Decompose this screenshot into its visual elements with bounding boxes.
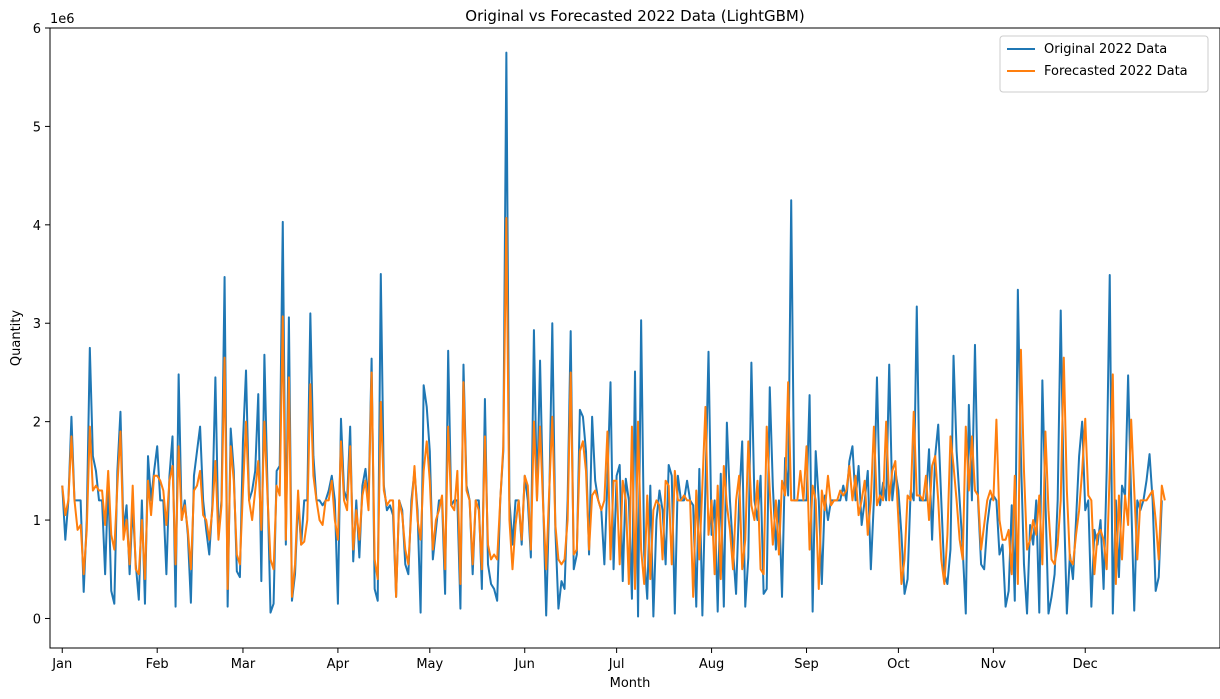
x-tick-label: Dec <box>1073 657 1098 672</box>
y-tick-label: 6 <box>33 22 41 37</box>
x-tick-label: Mar <box>231 657 256 672</box>
x-tick-label: May <box>416 657 443 672</box>
y-tick-label: 2 <box>33 416 41 431</box>
y-axis-label: Quantity <box>9 310 24 366</box>
y-tick-label: 0 <box>33 612 41 627</box>
x-tick-label: Aug <box>699 657 724 672</box>
x-axis: Jan Feb Mar Apr May Jun Jul Aug Sep Oct Nov Dec <box>51 648 1098 672</box>
plot-lines <box>61 51 1166 618</box>
y-tick-label: 4 <box>33 219 41 234</box>
x-tick-label: Feb <box>146 657 169 672</box>
series-line-forecast <box>61 216 1166 598</box>
y-axis-offset-label: 1e6 <box>50 12 75 27</box>
x-tick-label: Jun <box>514 657 535 672</box>
x-axis-label: Month <box>610 676 651 691</box>
plot-frame <box>49 27 1220 649</box>
y-tick-label: 5 <box>33 120 41 135</box>
x-tick-label: Apr <box>327 657 350 672</box>
chart-title: Original vs Forecasted 2022 Data (LightG… <box>465 7 804 25</box>
x-tick-label: Sep <box>794 657 819 672</box>
legend: Original 2022 Data Forecasted 2022 Data <box>999 35 1209 93</box>
x-tick-label: Jan <box>51 657 72 672</box>
y-axis: 0 1 2 3 4 5 6 <box>33 22 50 627</box>
legend-label-original: Original 2022 Data <box>1044 42 1167 57</box>
x-tick-label: Jul <box>608 657 625 672</box>
legend-label-forecast: Forecasted 2022 Data <box>1044 64 1188 79</box>
y-tick-label: 3 <box>33 317 41 332</box>
y-tick-label: 1 <box>33 514 41 529</box>
x-tick-label: Nov <box>981 657 1007 672</box>
x-tick-label: Oct <box>887 657 909 672</box>
legend-box <box>999 35 1209 93</box>
